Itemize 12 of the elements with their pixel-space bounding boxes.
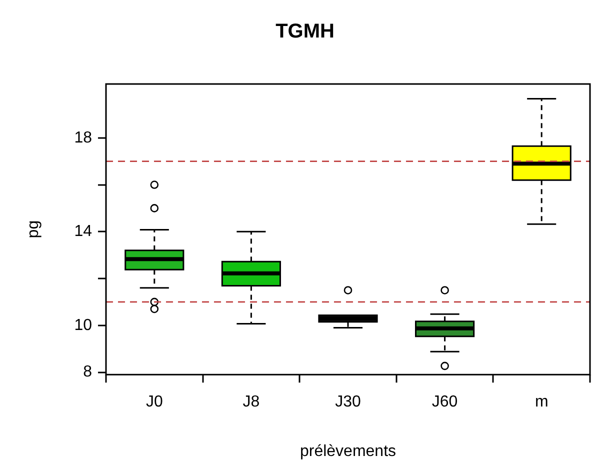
y-tick-label: 8	[83, 364, 92, 381]
x-tick-label: J8	[242, 394, 260, 411]
x-tick-label: m	[534, 394, 548, 411]
x-tick-label: J60	[432, 394, 458, 411]
chart-title: TGMH	[276, 20, 334, 43]
y-tick-label: 10	[74, 316, 92, 334]
y-tick-label: 14	[74, 223, 92, 240]
y-tick-label: 18	[74, 129, 92, 146]
x-tick-label: J30	[335, 394, 361, 411]
y-axis-title: pg	[25, 220, 42, 238]
x-tick-label: J0	[146, 394, 163, 411]
x-axis-title: prélèvements	[300, 442, 396, 460]
